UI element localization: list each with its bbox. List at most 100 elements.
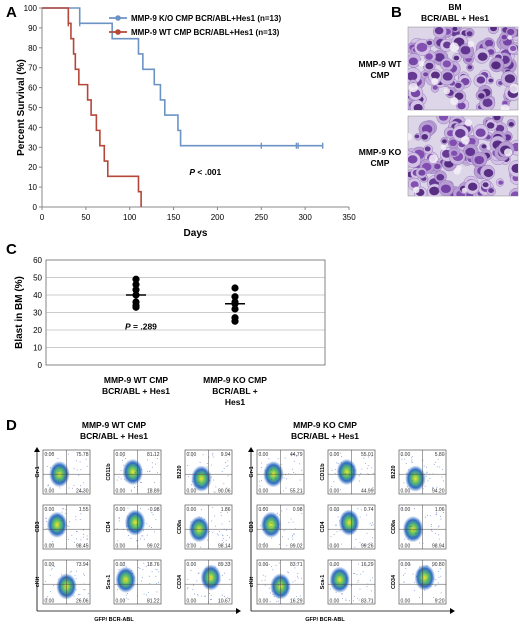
quadrant-value-tl: 0.00	[259, 507, 269, 513]
quadrant-value-bl: 0.00	[330, 544, 340, 550]
quadrant-value-bl: 0.00	[187, 489, 197, 495]
flow-plot-cd11b: 0.00 55.01 0.00 44.99 CD11b	[320, 449, 376, 495]
quadrant-value-tr: 89.33	[218, 562, 231, 568]
quadrant-value-br: 98.14	[218, 544, 231, 550]
quadrant-value-tl: 0.00	[259, 562, 269, 568]
quadrant-value-bl: 0.00	[45, 544, 55, 550]
panel-letter-a: A	[6, 4, 17, 21]
quadrant-value-bl: 0.00	[330, 599, 340, 605]
quadrant-value-tr: 1.86	[221, 507, 231, 513]
flow-plot-cd3: 0.00 0.98 0.00 99.02 CD3	[249, 504, 305, 550]
flow-marker-label: CD8a	[391, 519, 397, 534]
flow-density-blob	[336, 458, 358, 486]
data-point	[231, 293, 239, 301]
panel-letter-b: B	[391, 4, 402, 21]
quadrant-value-tl: 0.00	[330, 562, 340, 568]
y-tick-label: 10	[28, 183, 37, 192]
data-point	[132, 303, 140, 311]
quadrant-value-tl: 0.00	[116, 507, 126, 513]
category-label: BCR/ABL + Hes1	[102, 386, 170, 396]
histology-title-line2: BCR/ABL + Hes1	[421, 13, 489, 23]
histology-image-ko	[407, 115, 519, 197]
flow-group-title-line1: MMP-9 KO CMP	[293, 420, 357, 430]
flow-density-blob	[115, 566, 137, 593]
flow-plot-b220: 0.00 9.94 0.00 90.06 B220	[177, 449, 233, 495]
flow-density-blob	[46, 511, 68, 538]
x-tick-label: 50	[81, 213, 90, 222]
flow-marker-label: CD3	[35, 521, 41, 532]
quadrant-value-br: 98.45	[76, 544, 89, 550]
quadrant-value-tr: 73.94	[76, 562, 89, 568]
y-tick-label: 80	[28, 44, 37, 53]
quadrant-value-bl: 0.00	[187, 599, 197, 605]
arrow-head-icon	[34, 447, 40, 452]
quadrant-value-br: 9.20	[435, 599, 445, 605]
quadrant-value-tr: 0.98	[150, 507, 160, 513]
quadrant-value-bl: 0.00	[187, 544, 197, 550]
y-tick-label: 10	[33, 344, 42, 353]
quadrant-value-tr: 83.71	[290, 562, 303, 568]
quadrant-value-tr: 55.01	[361, 452, 374, 458]
flow-density-blob	[329, 566, 351, 593]
quadrant-value-br: 24.30	[76, 489, 89, 495]
flow-plot-ckit: 0.00 83.71 0.00 16.29 cKit	[249, 559, 305, 605]
flow-marker-label: CD34	[177, 574, 183, 589]
y-tick-label: 40	[28, 123, 37, 132]
quadrant-value-tr: 1.55	[79, 507, 89, 513]
quadrant-value-tl: 0.00	[401, 507, 411, 513]
quadrant-value-tl: 0.00	[259, 452, 269, 458]
flow-plot-cd11b: 0.00 81.12 0.00 18.89 CD11b	[106, 449, 162, 495]
quadrant-value-tr: 90.80	[432, 562, 445, 568]
flow-marker-label: CD4	[320, 521, 326, 533]
flow-plot-cd3: 0.00 1.55 0.00 98.45 CD3	[35, 504, 91, 550]
quadrant-value-br: 98.94	[432, 544, 445, 550]
quadrant-value-bl: 0.00	[401, 599, 411, 605]
flow-group-title-line1: MMP-9 WT CMP	[82, 420, 147, 430]
flow-density-blob	[191, 465, 212, 492]
flow-density-blob	[338, 509, 360, 536]
flow-marker-label: CD4	[106, 521, 112, 533]
y-tick-label: 50	[33, 274, 42, 283]
flow-density-blob	[414, 564, 436, 591]
y-tick-label: 60	[33, 256, 42, 265]
flow-plot-cd8a: 0.00 1.06 0.00 98.94 CD8a	[391, 504, 447, 550]
x-tick-label: 150	[167, 213, 181, 222]
flow-plot-sca-1: 0.00 16.29 0.00 83.71 Sca-1	[320, 559, 376, 605]
flow-marker-label: cKit	[249, 577, 255, 588]
quadrant-value-tl: 0.00	[116, 562, 126, 568]
data-point	[231, 305, 239, 313]
quadrant-value-tl: 0.00	[187, 452, 197, 458]
histology-row-label-ko-line1: MMP-9 KO	[359, 147, 402, 157]
quadrant-value-tr: 0.98	[293, 507, 303, 513]
quadrant-value-br: 18.89	[147, 489, 160, 495]
quadrant-value-tl: 0.00	[330, 452, 340, 458]
quadrant-value-br: 26.06	[76, 599, 89, 605]
quadrant-value-bl: 0.00	[330, 489, 340, 495]
quadrant-value-tr: 75.78	[76, 452, 89, 458]
histology-title-line1: BM	[448, 2, 461, 12]
x-tick-label: 350	[342, 213, 356, 222]
flow-group-title-line2: BCR/ABL + Hes1	[291, 431, 359, 441]
data-point	[132, 275, 140, 283]
quadrant-value-bl: 0.00	[401, 544, 411, 550]
flow-plot-cd4: 0.00 0.74 0.00 99.26 CD4	[320, 504, 376, 550]
data-point	[231, 317, 239, 325]
y-tick-label: 40	[33, 291, 42, 300]
y-tick-label: 20	[33, 326, 42, 335]
quadrant-value-tr: 81.12	[147, 452, 160, 458]
flow-marker-label: Gr-1	[249, 466, 255, 477]
flow-density-blob	[122, 458, 144, 486]
quadrant-value-br: 16.29	[290, 599, 303, 605]
quadrant-value-bl: 0.00	[116, 544, 126, 550]
legend-marker	[115, 29, 121, 35]
quadrant-value-bl: 0.00	[116, 599, 126, 605]
quadrant-value-tr: 5.80	[435, 452, 445, 458]
flow-marker-label: CD8a	[177, 519, 183, 534]
y-axis-label: Percent Survival (%)	[16, 59, 27, 156]
flow-plot-sca-1: 0.00 18.76 0.00 81.22 Sca-1	[106, 559, 162, 605]
quadrant-value-br: 90.06	[218, 489, 231, 495]
y-tick-label: 30	[33, 309, 42, 318]
quadrant-value-br: 99.26	[361, 544, 374, 550]
quadrant-value-bl: 0.00	[45, 489, 55, 495]
